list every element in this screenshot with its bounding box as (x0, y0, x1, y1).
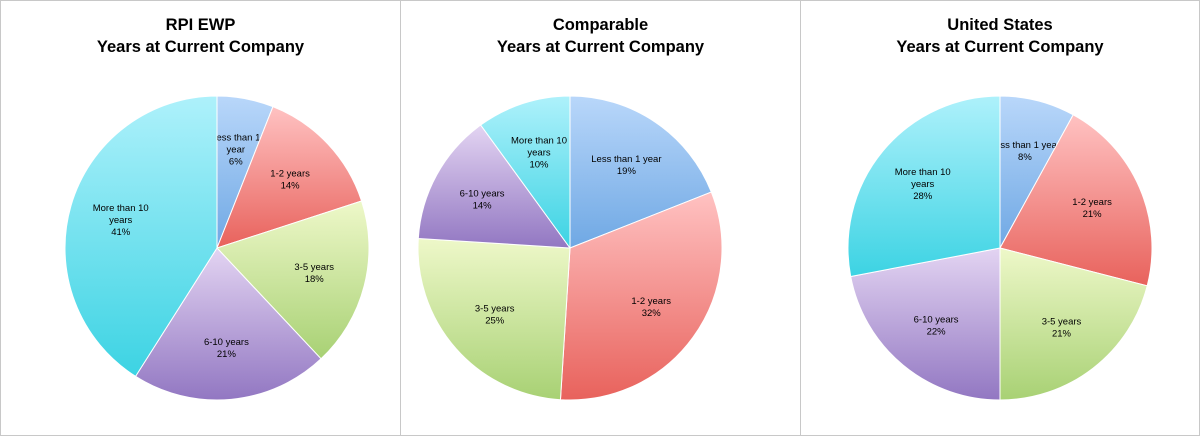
chart-title-line-1: Comparable (552, 16, 649, 34)
pie-slice-y6-10 (134, 247, 322, 401)
pie-slice-more-than-10 (64, 95, 218, 378)
pie-slice-y6-10 (850, 247, 1001, 401)
slice-label: 1-2 years 21% (1072, 197, 1112, 220)
pie-slice-y3-5 (999, 247, 1148, 401)
slice-label: 3-5 years 18% (294, 262, 334, 285)
slice-label: 6-10 years 14% (460, 189, 505, 212)
chart-title: Comparable Years at Current Company (401, 14, 800, 58)
pie-slice-more-than-10 (479, 95, 571, 250)
chart-panel-rpi-ewp: RPI EWP Years at Current Company Less th… (0, 0, 400, 436)
pie-slice-more-than-10 (847, 95, 1001, 278)
pie-chart-united-states: Less than 1 year 8% 1-2 years 21% 3-5 years 2… (847, 95, 1153, 401)
chart-panel-comparable: Comparable Years at Current Company Less… (400, 0, 800, 436)
slice-label: More than 10 years 10% (511, 136, 567, 171)
pie-slice-less-than-1 (569, 95, 712, 249)
slice-label: Less than 1 year 19% (591, 154, 661, 177)
slice-label: 6-10 years 21% (204, 337, 249, 360)
pie-chart-comparable: Less than 1 year 19% 1-2 years 32% 3-5 years… (417, 95, 723, 401)
pie-slice-y3-5 (216, 200, 370, 360)
slice-label: 3-5 years 21% (1042, 316, 1082, 339)
slice-label: More than 10 years 41% (93, 203, 149, 238)
chart-title: United States Years at Current Company (801, 14, 1199, 58)
slice-label: Less than 1 year 8% (990, 140, 1060, 163)
slice-label: 6-10 years 22% (914, 314, 959, 337)
slice-label: Less than 1 year 6% (211, 133, 260, 168)
slice-label: 1-2 years 14% (270, 168, 310, 191)
chart-title-line-2: Years at Current Company (896, 38, 1104, 56)
pie-slice-y6-10 (417, 124, 572, 249)
slice-label: 1-2 years 32% (631, 296, 671, 319)
chart-panel-united-states: United States Years at Current Company L… (800, 0, 1200, 436)
pie-slice-y3-5 (417, 237, 571, 401)
chart-title-line-1: United States (947, 16, 1053, 34)
chart-title-line-1: RPI EWP (165, 16, 236, 34)
chart-title-line-2: Years at Current Company (496, 38, 705, 56)
chart-title: RPI EWP Years at Current Company (1, 14, 400, 58)
slice-label: More than 10 years 28% (895, 167, 951, 202)
pie-slice-y1-2 (559, 191, 723, 401)
pie-chart-rpi-ewp: Less than 1 year 6% 1-2 years 14% 3-5 years 18… (64, 95, 370, 401)
slice-label: 3-5 years 25% (475, 303, 515, 326)
pie-slice-y1-2 (999, 114, 1153, 287)
chart-title-line-2: Years at Current Company (96, 38, 305, 56)
